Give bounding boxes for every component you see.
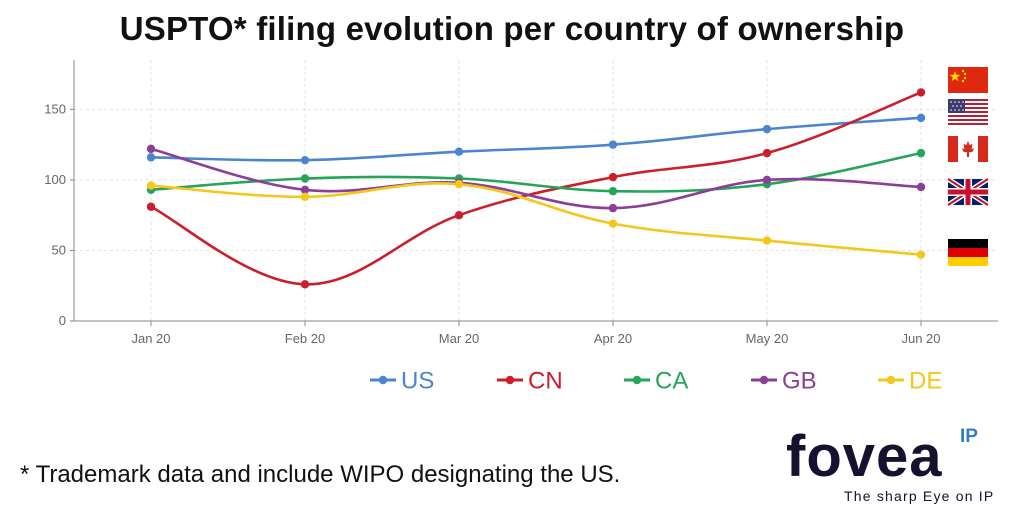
legend-item-us[interactable]: US bbox=[370, 368, 434, 395]
x-tick-label: Jan 20 bbox=[131, 331, 170, 346]
data-point-gb bbox=[300, 185, 310, 194]
data-point-cn bbox=[454, 210, 464, 220]
footnote: * Trademark data and include WIPO design… bbox=[20, 461, 621, 488]
data-point-us bbox=[454, 147, 464, 156]
y-tick-label: 50 bbox=[52, 242, 66, 257]
data-point-ca bbox=[608, 187, 618, 196]
legend: US CN CA GB DE bbox=[370, 368, 942, 395]
china-flag-icon bbox=[948, 67, 988, 93]
data-point-ca bbox=[300, 174, 310, 183]
legend-marker-de bbox=[886, 375, 896, 385]
data-point-us bbox=[762, 124, 772, 134]
data-point-de bbox=[762, 236, 772, 245]
data-point-de bbox=[916, 250, 926, 259]
data-point-de bbox=[146, 181, 156, 190]
x-tick-label: May 20 bbox=[746, 331, 789, 346]
series-line-de bbox=[150, 182, 922, 256]
data-point-us bbox=[146, 153, 156, 162]
legend-label-us: US bbox=[401, 368, 434, 395]
legend-item-ca[interactable]: CA bbox=[624, 368, 688, 395]
y-tick-label: 150 bbox=[44, 101, 66, 116]
logo-wordmark: fovea bbox=[786, 424, 943, 489]
germany-flag-icon bbox=[948, 239, 988, 266]
legend-item-de[interactable]: DE bbox=[878, 368, 942, 395]
fovea-ip-logo: fovea IP The sharp Eye on IP bbox=[786, 422, 1016, 508]
x-tick-label: Mar 20 bbox=[439, 331, 479, 346]
series-line-ca bbox=[150, 151, 922, 193]
series-line-gb bbox=[150, 147, 922, 210]
chart-title: USPTO* filing evolution per country of o… bbox=[119, 10, 905, 47]
series-line-us bbox=[150, 116, 922, 162]
data-point-de bbox=[608, 219, 618, 228]
y-tick-label: 0 bbox=[59, 313, 66, 328]
series-line-cn bbox=[150, 91, 922, 286]
uk-flag-icon bbox=[946, 176, 990, 208]
data-point-us bbox=[916, 113, 926, 123]
legend-marker-us bbox=[378, 375, 388, 385]
x-tick-label: Apr 20 bbox=[594, 331, 632, 346]
data-point-cn bbox=[762, 148, 772, 158]
data-point-ca bbox=[916, 148, 926, 158]
data-point-cn bbox=[608, 172, 618, 182]
x-tick-label: Jun 20 bbox=[901, 331, 940, 346]
legend-marker-ca bbox=[632, 375, 642, 385]
y-tick-label: 100 bbox=[44, 172, 66, 187]
legend-marker-gb bbox=[759, 375, 769, 385]
legend-item-gb[interactable]: GB bbox=[751, 368, 817, 395]
data-point-us bbox=[608, 140, 618, 149]
canada-flag-icon bbox=[948, 136, 988, 162]
legend-item-cn[interactable]: CN bbox=[497, 368, 563, 395]
legend-label-gb: GB bbox=[782, 368, 817, 395]
legend-marker-cn bbox=[505, 375, 515, 385]
data-point-cn bbox=[300, 280, 310, 289]
usa-flag-icon bbox=[948, 99, 988, 125]
data-point-us bbox=[300, 155, 310, 165]
axes: 0 50 100 150 Jan 20 Feb 20 Mar 20 Apr 20 May 20 J… bbox=[44, 60, 998, 346]
logo-tagline: The sharp Eye on IP bbox=[844, 488, 995, 504]
data-point-gb bbox=[916, 182, 926, 192]
legend-label-cn: CN bbox=[528, 368, 563, 395]
legend-label-ca: CA bbox=[655, 368, 688, 395]
data-point-gb bbox=[146, 144, 156, 154]
data-point-de bbox=[454, 179, 464, 189]
legend-label-de: DE bbox=[909, 368, 942, 395]
x-tick-label: Feb 20 bbox=[285, 331, 325, 346]
data-point-gb bbox=[608, 203, 618, 213]
data-point-cn bbox=[916, 88, 926, 97]
logo-superscript: IP bbox=[960, 426, 978, 447]
line-chart: 0 50 100 150 Jan 20 Feb 20 Mar 20 Apr 20 May 20 J… bbox=[44, 60, 998, 395]
data-point-gb bbox=[762, 175, 772, 185]
series-lines bbox=[146, 88, 926, 289]
data-point-cn bbox=[146, 202, 156, 211]
data-point-de bbox=[300, 192, 310, 202]
